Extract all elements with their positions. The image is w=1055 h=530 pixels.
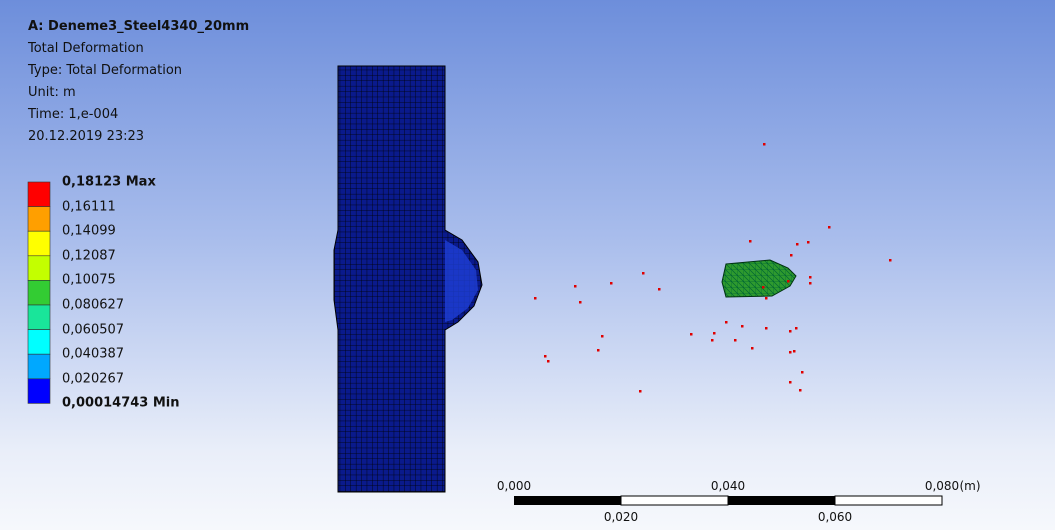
debris-particle [749, 240, 752, 243]
projectile [722, 260, 796, 297]
legend-label: 0,12087 [62, 248, 116, 263]
debris-particle [828, 226, 831, 229]
debris-particle [690, 333, 693, 336]
debris-particle [534, 297, 537, 300]
debris-particle [789, 381, 792, 384]
debris-particle [801, 371, 804, 374]
header-line: Unit: m [28, 85, 76, 100]
header-line: Time: 1,e-004 [28, 107, 118, 122]
debris-particle [642, 272, 645, 275]
legend-swatch [28, 231, 50, 256]
debris-particle [601, 335, 604, 338]
legend-label: 0,00014743 Min [62, 396, 180, 411]
debris-particle [789, 330, 792, 333]
debris-particle [809, 276, 812, 279]
legend-label: 0,060507 [62, 322, 124, 337]
debris-particle [544, 355, 547, 358]
debris-particle [807, 241, 810, 244]
legend-label: 0,16111 [62, 199, 116, 214]
debris-particle [725, 321, 728, 324]
debris-particle [889, 259, 892, 262]
legend-colors [28, 182, 50, 403]
debris-particle [765, 327, 768, 330]
debris-particle [711, 339, 714, 342]
scale-label: 0,060 [818, 510, 852, 524]
legend-label: 0,020267 [62, 371, 124, 386]
debris-particle [658, 288, 661, 291]
scale-label: 0,020 [604, 510, 638, 524]
debris-particle [809, 282, 812, 285]
viewport: A: Deneme3_Steel4340_20mm Total Deformat… [0, 0, 1055, 530]
debris-particle [639, 390, 642, 393]
legend-label: 0,14099 [62, 224, 116, 239]
debris-particle [787, 280, 790, 283]
debris-particle [762, 286, 765, 289]
debris-particle [789, 351, 792, 354]
debris-particle [765, 297, 768, 300]
debris [534, 143, 892, 393]
legend-swatch [28, 354, 50, 379]
legend-swatch [28, 379, 50, 404]
debris-particle [796, 243, 799, 246]
debris-particle [751, 347, 754, 350]
header-line: 20.12.2019 23:23 [28, 129, 144, 144]
legend-label: 0,040387 [62, 347, 124, 362]
debris-particle [597, 349, 600, 352]
legend-swatch [28, 305, 50, 330]
legend-swatch [28, 280, 50, 305]
debris-particle [799, 389, 802, 392]
scale-label: 0,040 [711, 479, 745, 493]
debris-particle [579, 301, 582, 304]
title: A: Deneme3_Steel4340_20mm [28, 19, 249, 34]
legend-swatch [28, 207, 50, 232]
scale-label: 0,080 [925, 479, 959, 493]
debris-particle [763, 143, 766, 146]
model-view [0, 0, 1055, 530]
debris-particle [741, 325, 744, 328]
scale-bar [514, 496, 942, 505]
header-line: Total Deformation [28, 41, 144, 56]
legend-label: 0,18123 Max [62, 175, 156, 190]
debris-particle [574, 285, 577, 288]
legend-swatch [28, 330, 50, 355]
legend-label: 0,10075 [62, 273, 116, 288]
scale-unit: (m) [959, 479, 980, 493]
debris-particle [793, 350, 796, 353]
debris-particle [547, 360, 550, 363]
debris-particle [790, 254, 793, 257]
plate [334, 66, 482, 492]
legend-swatch [28, 256, 50, 281]
legend-label: 0,080627 [62, 298, 124, 313]
scale-label: 0,000 [497, 479, 531, 493]
debris-particle [610, 282, 613, 285]
legend-swatch [28, 182, 50, 207]
header-line: Type: Total Deformation [28, 63, 182, 78]
debris-particle [734, 339, 737, 342]
debris-particle [795, 327, 798, 330]
debris-particle [713, 332, 716, 335]
